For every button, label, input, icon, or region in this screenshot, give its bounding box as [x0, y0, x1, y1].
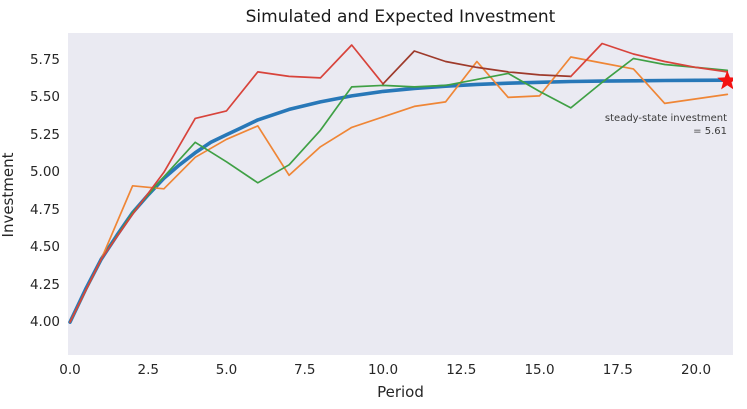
y-tick-label: 4.25	[29, 276, 60, 293]
x-tick-label: 5.0	[215, 362, 238, 378]
steady-state-star	[717, 70, 733, 90]
y-tick-label: 4.00	[29, 314, 60, 331]
y-tick-label: 5.50	[29, 89, 60, 106]
y-axis-label: Investment	[0, 152, 17, 238]
x-tick-label: 15.0	[524, 362, 555, 378]
x-tick-label: 12.5	[446, 362, 477, 378]
x-tick-label: 20.0	[680, 362, 712, 378]
x-tick-label: 2.5	[137, 362, 159, 378]
x-tick-label: 10.0	[367, 362, 399, 378]
x-tick-label: 17.5	[602, 362, 633, 378]
simulated-path-green-line	[69, 57, 729, 323]
steady-state-annotation: steady-state investment = 5.61	[605, 112, 727, 138]
simulated-path-red-segment-0	[69, 44, 384, 323]
y-tick-label: 5.00	[29, 164, 60, 181]
plot-svg	[68, 42, 733, 324]
y-tick-label: 5.25	[29, 126, 60, 143]
y-tick-label: 4.50	[29, 239, 60, 256]
x-tick-label: 0.0	[59, 362, 81, 378]
y-tick-label: 4.75	[29, 201, 60, 218]
simulated-path-red-segment-1	[382, 50, 572, 85]
x-tick-label: 7.5	[294, 362, 316, 378]
steady-state-annotation-line1: steady-state investment	[604, 113, 727, 124]
y-tick-label: 5.75	[29, 51, 60, 68]
simulated-path-red-segment-2	[569, 42, 729, 78]
steady-state-annotation-line2: = 5.61	[693, 126, 727, 137]
x-axis-label: Period	[377, 383, 424, 401]
plot-area	[68, 33, 733, 355]
chart-title: Simulated and Expected Investment	[245, 7, 556, 27]
simulated-path-orange-line	[69, 56, 729, 323]
